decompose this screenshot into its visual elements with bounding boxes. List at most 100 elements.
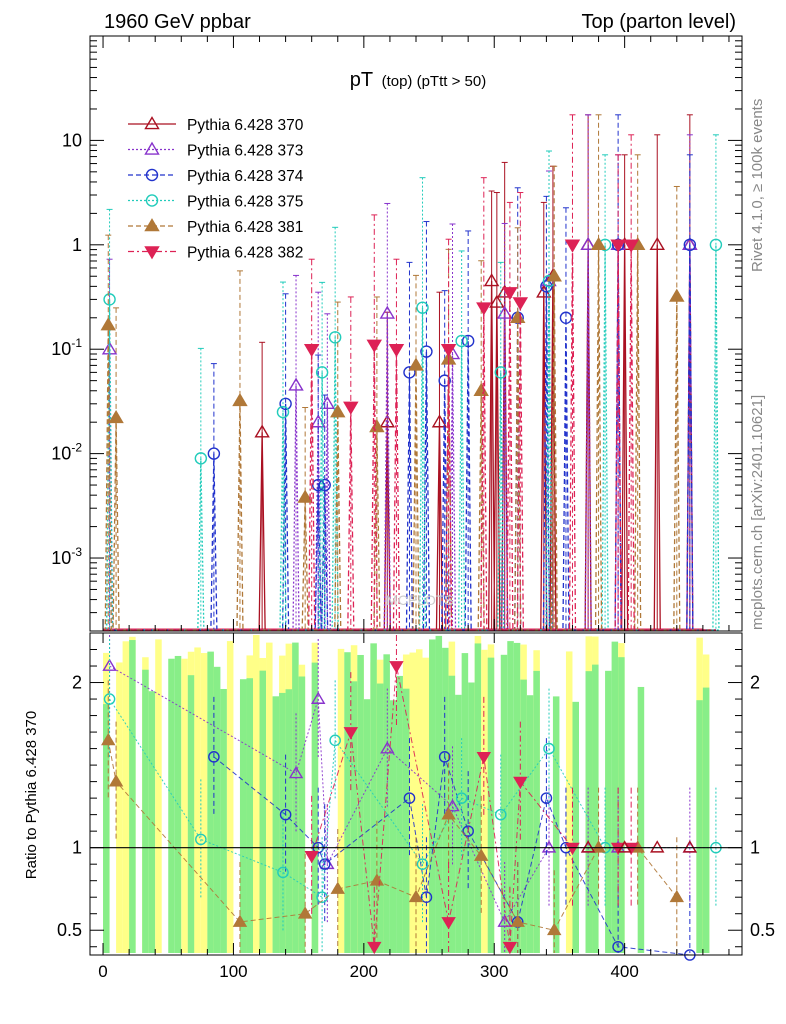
legend-label: Pythia 6.428 374 [187, 168, 304, 185]
ratio-band-green [311, 662, 319, 953]
ratio-band-yellow [266, 642, 273, 953]
legend-entry-6: Pythia 6.428 382 [128, 245, 303, 262]
data-point [455, 334, 468, 348]
legend-marker [144, 218, 160, 232]
ratio-point [408, 889, 424, 903]
ratio-point [403, 792, 416, 804]
ratio-band-green [520, 679, 527, 953]
ratio-band-yellow [565, 651, 573, 953]
data-point [431, 414, 448, 428]
ratio-band-green [605, 670, 612, 953]
data-point [194, 452, 208, 465]
legend-label: Pythia 6.428 381 [187, 219, 303, 236]
ratio-band-green [637, 686, 645, 953]
ratio-band-green [285, 689, 293, 953]
ratio-point [103, 693, 116, 705]
ratio-point [195, 833, 207, 846]
ratio-band-green [487, 657, 495, 953]
legend-entry-3: Pythia 6.428 374 [128, 168, 304, 185]
ratio-band-green [129, 640, 136, 953]
ratio-point [288, 765, 304, 779]
legend-label: Pythia 6.428 382 [187, 245, 303, 262]
x-tick-label: 0 [98, 962, 107, 981]
data-point [100, 317, 116, 331]
data-point [580, 236, 596, 251]
data-point [318, 478, 331, 492]
legend-entry-2: Pythia 6.428 373 [128, 141, 303, 160]
ratio-point [438, 751, 451, 763]
ratio-band-green [507, 641, 514, 953]
series-6 [103, 114, 716, 631]
ratio-point [565, 842, 580, 856]
ratio-band-green [500, 654, 508, 953]
ratio-band-green [168, 658, 175, 953]
ratio-band-yellow [194, 647, 201, 953]
data-point [669, 288, 685, 302]
ratio-band-green [611, 641, 619, 953]
ratio-bands [103, 635, 710, 953]
ratio-band-green [363, 699, 371, 953]
header-left: 1960 GeV ppbar [104, 11, 251, 33]
ratio-point [591, 840, 606, 853]
ratio-series-6 [304, 635, 639, 955]
ratio-band-green [468, 682, 475, 953]
data-point [276, 405, 290, 419]
data-point [683, 238, 697, 252]
ratio-point [101, 732, 116, 746]
data-point [310, 414, 326, 428]
data-point [388, 343, 405, 358]
y-tick-label: 10-3 [51, 545, 82, 568]
ratio-point [279, 808, 292, 821]
ratio-band-green [298, 676, 306, 953]
data-point [403, 366, 416, 379]
ratio-band-green [552, 696, 560, 953]
ratio-band-yellow [416, 649, 423, 953]
ratio-point [102, 658, 117, 671]
header-right: Top (parton level) [581, 11, 736, 33]
data-point [440, 343, 457, 358]
ratio-point [416, 858, 429, 870]
ratio-point [540, 792, 553, 804]
data-point [512, 297, 529, 311]
legend-label: Pythia 6.428 370 [187, 117, 304, 134]
ratio-band-green [461, 653, 469, 953]
x-tick-label: 300 [480, 962, 508, 981]
ratio-reference-point [617, 840, 632, 853]
data-point [315, 366, 329, 379]
y-tick-label: 1 [72, 235, 82, 255]
ratio-point [669, 889, 685, 903]
data-point [207, 447, 221, 460]
ratio-band-green [402, 688, 410, 953]
ratio-band-green [187, 675, 195, 953]
ratio-band-green [592, 664, 599, 953]
ratio-band-green [259, 670, 267, 953]
ratio-band-green [370, 643, 377, 953]
data-point [564, 239, 581, 253]
legend: Pythia 6.428 370 Pythia 6.428 373 Pythia 6… [128, 116, 304, 262]
ratio-band-green [572, 701, 579, 953]
legend-entry-5: Pythia 6.428 381 [128, 218, 303, 236]
ratio-point [277, 866, 289, 879]
x-tick-label: 400 [610, 962, 638, 981]
data-point [379, 305, 396, 319]
ratio-point [318, 858, 331, 870]
ratio-point [612, 940, 624, 953]
ratio-line [107, 740, 678, 931]
ratio-tick-label-left: 0.5 [57, 920, 82, 940]
data-point [649, 236, 665, 251]
data-point [232, 392, 248, 407]
ratio-point [297, 906, 313, 919]
y-tick-label: 10-2 [51, 441, 82, 464]
ratio-point [682, 840, 698, 853]
ratio-band-yellow [200, 653, 208, 953]
ratio-band-green [396, 675, 403, 953]
ratio-point [441, 807, 456, 820]
x-tick-label: 200 [350, 962, 378, 981]
ratio-point [108, 774, 124, 787]
data-point [623, 239, 639, 253]
data-point [303, 343, 320, 358]
plot-title-sub: (top) (pTtt > 50) [382, 73, 487, 90]
ratio-band-green [103, 704, 110, 953]
data-point [473, 382, 489, 397]
